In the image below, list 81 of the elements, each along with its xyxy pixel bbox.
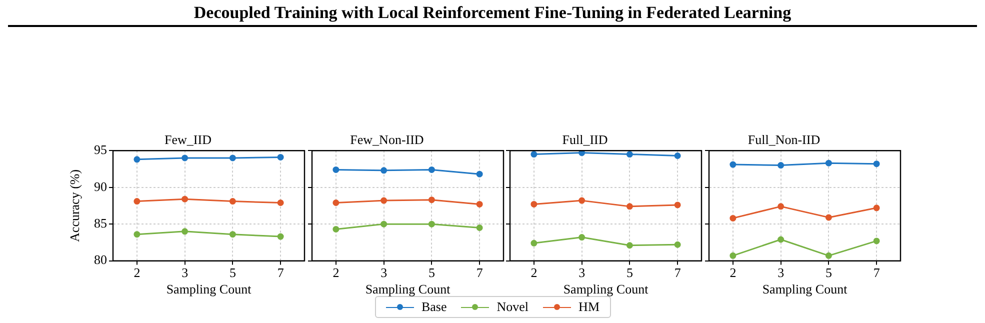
- point: [476, 224, 483, 231]
- y-tick-label: 90: [94, 178, 107, 194]
- x-axis-title: Sampling Count: [166, 282, 252, 297]
- point: [626, 151, 633, 158]
- chart-title: Few_Non-IID: [350, 132, 424, 148]
- point: [825, 252, 832, 259]
- point: [530, 240, 538, 246]
- x-axis-title: Sampling Count: [365, 282, 451, 297]
- point: [825, 160, 832, 166]
- x-tick-label: 3: [578, 265, 586, 280]
- point: [182, 196, 188, 202]
- y-axis-title: Accuracy (%): [67, 169, 82, 242]
- point: [277, 200, 284, 206]
- point: [530, 200, 538, 208]
- point: [873, 160, 880, 168]
- point: [229, 154, 236, 162]
- x-axis-title: Sampling Count: [762, 282, 848, 297]
- legend-label: Base: [421, 299, 447, 315]
- point: [229, 231, 236, 238]
- x-tick-label: 2: [134, 265, 140, 280]
- x-tick-label: 3: [778, 265, 784, 280]
- point: [873, 238, 880, 244]
- x-tick-label: 7: [674, 265, 682, 280]
- point: [182, 228, 188, 235]
- point: [674, 202, 681, 208]
- x-tick-label: 5: [626, 265, 633, 280]
- point: [778, 236, 784, 243]
- y-tick-label: 80: [94, 252, 107, 268]
- point: [277, 154, 284, 160]
- point: [626, 203, 633, 210]
- point: [578, 150, 586, 156]
- point: [277, 233, 284, 240]
- point: [380, 167, 388, 174]
- x-tick-label: 2: [730, 265, 736, 280]
- point: [873, 204, 880, 212]
- point: [134, 198, 140, 205]
- point: [825, 214, 832, 221]
- point: [428, 196, 435, 204]
- x-tick-label: 3: [380, 265, 388, 280]
- point: [730, 161, 736, 168]
- point: [730, 214, 736, 222]
- point: [332, 200, 340, 206]
- x-tick-label: 7: [277, 265, 284, 280]
- x-tick-label: 2: [332, 265, 340, 280]
- x-tick-label: 7: [476, 265, 484, 280]
- x-axis-title: Sampling Count: [563, 282, 649, 297]
- x-tick-label: 5: [428, 265, 435, 280]
- chart-title: Full_Non-IID: [748, 132, 820, 148]
- point: [229, 198, 236, 205]
- point: [778, 162, 784, 169]
- point: [332, 166, 340, 173]
- chart-title: Full_IID: [562, 132, 608, 148]
- point: [428, 220, 435, 228]
- x-tick-label: 2: [530, 265, 538, 280]
- x-tick-label: 7: [873, 265, 880, 280]
- x-tick-label: 3: [182, 265, 188, 280]
- point: [380, 197, 388, 204]
- point: [476, 170, 483, 178]
- point: [578, 197, 586, 204]
- chart-title: Few_IID: [164, 132, 212, 148]
- point: [778, 203, 784, 210]
- point: [182, 154, 188, 162]
- point: [428, 166, 435, 173]
- point: [332, 226, 340, 232]
- point: [674, 152, 681, 159]
- y-tick-label: 95: [94, 142, 107, 158]
- legend-label: Novel: [496, 299, 529, 315]
- point: [380, 220, 388, 228]
- point: [134, 156, 140, 163]
- x-tick-label: 5: [825, 265, 832, 280]
- x-tick-label: 5: [229, 265, 236, 280]
- point: [674, 241, 681, 248]
- point: [134, 231, 140, 238]
- point: [476, 200, 483, 208]
- legend-label: HM: [578, 299, 600, 315]
- point: [530, 151, 538, 158]
- point: [730, 252, 736, 259]
- point: [626, 242, 633, 249]
- point: [578, 234, 586, 241]
- text: Decoupled Training with Local Reinforcement Fine-Tuning in Federated Learning: [192, 3, 792, 23]
- y-tick-label: 85: [94, 215, 107, 230]
